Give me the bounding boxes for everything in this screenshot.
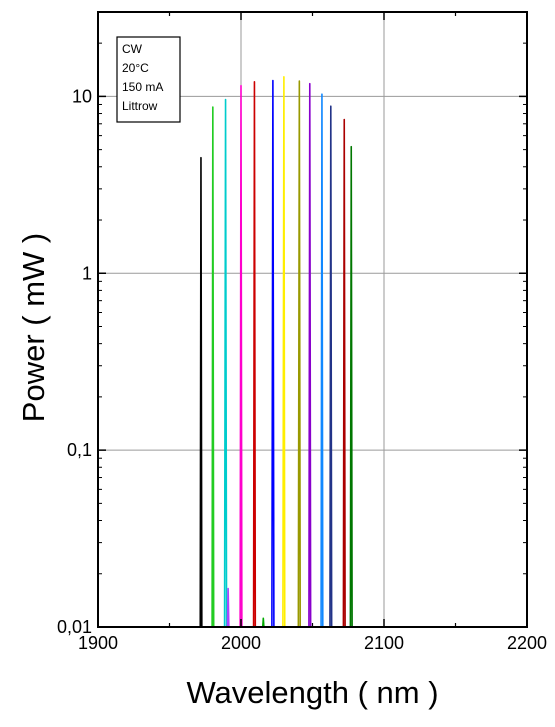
series-line-8 (271, 79, 275, 628)
tick-labels: 1900 2000 2100 2200 0,01 0,1 1 10 (57, 86, 547, 653)
y-axis-title: Power ( mW ) (16, 233, 51, 422)
axis-ticks (97, 12, 528, 628)
annotation-line-current: 150 mA (122, 80, 163, 94)
series-line-3 (223, 98, 228, 628)
y-tick-label: 10 (72, 86, 92, 106)
annotation-line-configuration: Littrow (122, 99, 158, 113)
series-line-1 (199, 156, 203, 628)
y-tick-label: 0,01 (57, 617, 92, 637)
y-tick-label: 0,1 (67, 440, 92, 460)
series-line-13 (329, 105, 333, 628)
annotation-box: CW 20°C 150 mA Littrow (116, 36, 181, 123)
x-tick-label: 2000 (221, 633, 261, 653)
series-line-2 (211, 106, 215, 628)
x-tick-label: 1900 (78, 633, 118, 653)
series-line-11 (308, 82, 312, 628)
series-line-6 (252, 80, 257, 628)
x-axis-title: Wavelength ( nm ) (186, 675, 438, 710)
annotation-line-temperature: 20°C (122, 61, 149, 75)
series-line-12 (320, 93, 324, 628)
x-tick-label: 2200 (507, 633, 547, 653)
series-line-7 (261, 617, 265, 628)
series-group (199, 76, 353, 628)
series-line-10 (297, 80, 302, 628)
series-line-15 (349, 145, 353, 628)
x-tick-label: 2100 (364, 633, 404, 653)
y-tick-label: 1 (82, 263, 92, 283)
series-line-4 (226, 587, 230, 628)
series-line-5 (239, 84, 243, 628)
series-line-9 (282, 76, 286, 628)
annotation-frame (116, 36, 181, 123)
series-line-14 (342, 118, 346, 628)
annotation-line-mode: CW (122, 42, 143, 56)
